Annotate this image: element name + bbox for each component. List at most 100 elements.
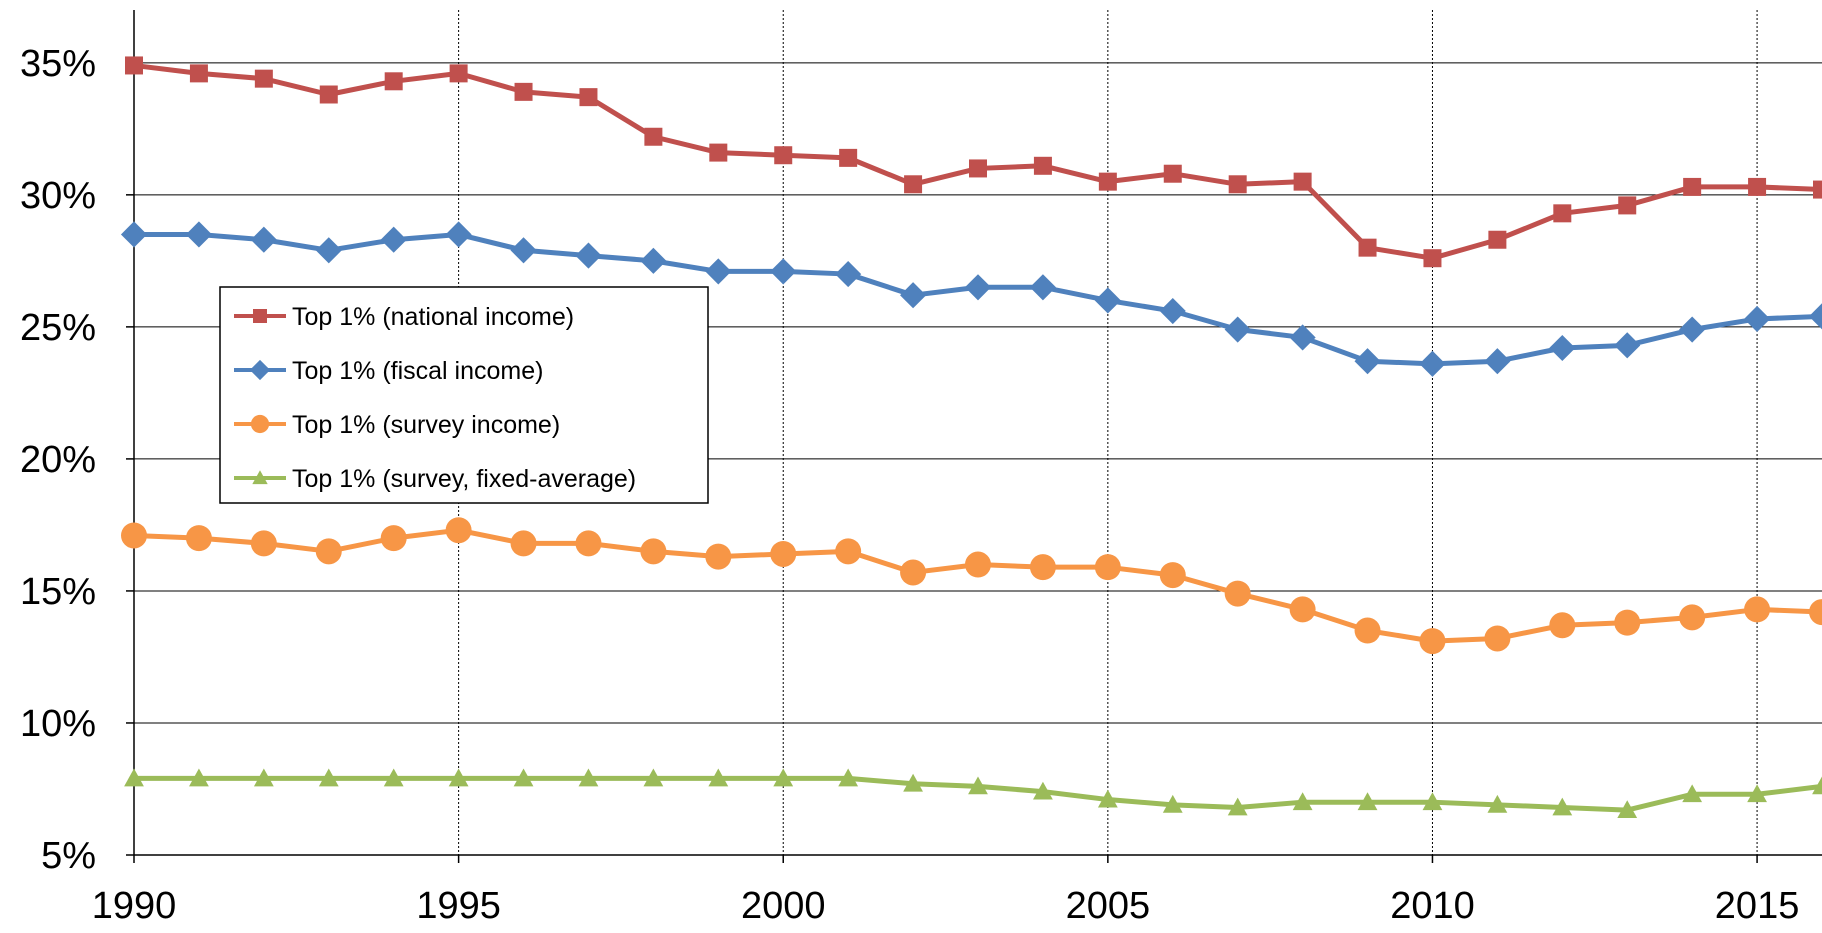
data-point bbox=[1423, 249, 1442, 268]
data-point bbox=[1162, 794, 1183, 813]
data-point bbox=[445, 221, 472, 248]
y-tick-label: 10% bbox=[20, 703, 96, 745]
data-point bbox=[120, 221, 148, 248]
data-point bbox=[1747, 784, 1767, 803]
x-tick-label: 2010 bbox=[1390, 885, 1475, 927]
data-point bbox=[709, 143, 728, 162]
data-point bbox=[575, 530, 602, 557]
data-point bbox=[1354, 348, 1381, 375]
data-point bbox=[1808, 303, 1822, 330]
data-point bbox=[708, 768, 729, 787]
data-point bbox=[900, 282, 927, 309]
data-point bbox=[1289, 324, 1316, 351]
data-point bbox=[1812, 776, 1822, 795]
data-point bbox=[1683, 177, 1702, 196]
data-point bbox=[1744, 596, 1771, 623]
x-tick-label: 1990 bbox=[92, 885, 177, 927]
data-point bbox=[448, 768, 469, 787]
data-point bbox=[1549, 334, 1576, 362]
data-point bbox=[643, 768, 664, 787]
data-point bbox=[1422, 792, 1443, 811]
data-series bbox=[120, 56, 1822, 819]
legend: Top 1% (national income) Top 1% (fiscal i… bbox=[219, 286, 709, 504]
data-point bbox=[1293, 172, 1312, 191]
series-2 bbox=[121, 517, 1822, 655]
data-point bbox=[1679, 316, 1706, 343]
x-tick-label: 2015 bbox=[1715, 885, 1800, 927]
data-point bbox=[1029, 554, 1056, 581]
data-point bbox=[1289, 596, 1316, 623]
data-point bbox=[1419, 628, 1446, 655]
data-point bbox=[579, 88, 598, 107]
data-point bbox=[383, 768, 404, 787]
data-point bbox=[254, 69, 273, 88]
data-point bbox=[839, 148, 858, 167]
data-point bbox=[1809, 599, 1822, 626]
data-point bbox=[904, 175, 923, 194]
data-point bbox=[315, 237, 342, 264]
data-point bbox=[1163, 164, 1182, 183]
data-point bbox=[319, 85, 338, 104]
data-point bbox=[1748, 177, 1767, 196]
data-point bbox=[1617, 800, 1638, 819]
legend-marker bbox=[253, 309, 267, 323]
data-point bbox=[124, 768, 144, 787]
data-point bbox=[445, 517, 472, 544]
data-point bbox=[1159, 562, 1186, 589]
legend-marker bbox=[250, 414, 270, 434]
y-tick-label: 30% bbox=[20, 175, 96, 217]
data-point bbox=[189, 64, 208, 83]
data-point bbox=[1614, 609, 1641, 636]
data-point bbox=[1354, 617, 1381, 644]
data-point bbox=[965, 551, 991, 578]
data-point bbox=[1033, 156, 1052, 175]
data-point bbox=[1552, 797, 1573, 816]
data-point bbox=[510, 530, 537, 557]
x-tick-label: 1995 bbox=[416, 885, 501, 927]
data-point bbox=[384, 72, 403, 91]
data-point bbox=[514, 82, 533, 101]
data-point bbox=[318, 768, 339, 787]
data-point bbox=[770, 258, 797, 285]
data-point bbox=[1228, 175, 1247, 194]
axes: 5% 10% 15% 20% 25% 30% 35% 1990 1995 2000 2005 2010… bbox=[20, 10, 1822, 927]
data-point bbox=[640, 247, 667, 274]
data-point bbox=[903, 773, 923, 792]
data-point bbox=[1614, 332, 1641, 359]
x-tick-label: 2005 bbox=[1066, 885, 1151, 927]
x-tick-label: 2000 bbox=[741, 885, 826, 927]
data-point bbox=[705, 543, 732, 570]
data-point bbox=[380, 226, 407, 253]
data-point bbox=[510, 237, 537, 264]
data-point bbox=[1033, 781, 1053, 800]
data-point bbox=[640, 538, 667, 565]
data-point bbox=[1357, 792, 1378, 811]
data-point bbox=[575, 242, 602, 269]
data-point bbox=[900, 559, 927, 586]
data-point bbox=[380, 525, 407, 552]
series-0 bbox=[125, 56, 1822, 268]
data-point bbox=[835, 538, 862, 565]
series-3 bbox=[124, 768, 1822, 819]
data-point bbox=[513, 768, 534, 787]
data-point bbox=[1094, 554, 1121, 581]
y-tick-label: 35% bbox=[20, 43, 96, 85]
data-point bbox=[189, 768, 209, 787]
data-point bbox=[705, 258, 732, 285]
y-tick-label: 5% bbox=[41, 835, 96, 877]
data-point bbox=[1813, 180, 1822, 199]
data-point bbox=[185, 221, 212, 248]
legend-label: Top 1% (national income) bbox=[292, 303, 574, 331]
data-point bbox=[1098, 172, 1117, 191]
legend-label: Top 1% (survey income) bbox=[292, 411, 560, 439]
y-tick-label: 25% bbox=[20, 307, 96, 349]
data-point bbox=[1029, 274, 1056, 301]
data-point bbox=[1549, 612, 1576, 639]
legend-label: Top 1% (survey, fixed-average) bbox=[292, 465, 636, 493]
data-point bbox=[1484, 625, 1511, 652]
data-point bbox=[774, 146, 793, 165]
y-tick-label: 15% bbox=[20, 571, 96, 613]
legend-box bbox=[219, 286, 709, 504]
data-point bbox=[773, 768, 794, 787]
data-point bbox=[1224, 580, 1251, 607]
